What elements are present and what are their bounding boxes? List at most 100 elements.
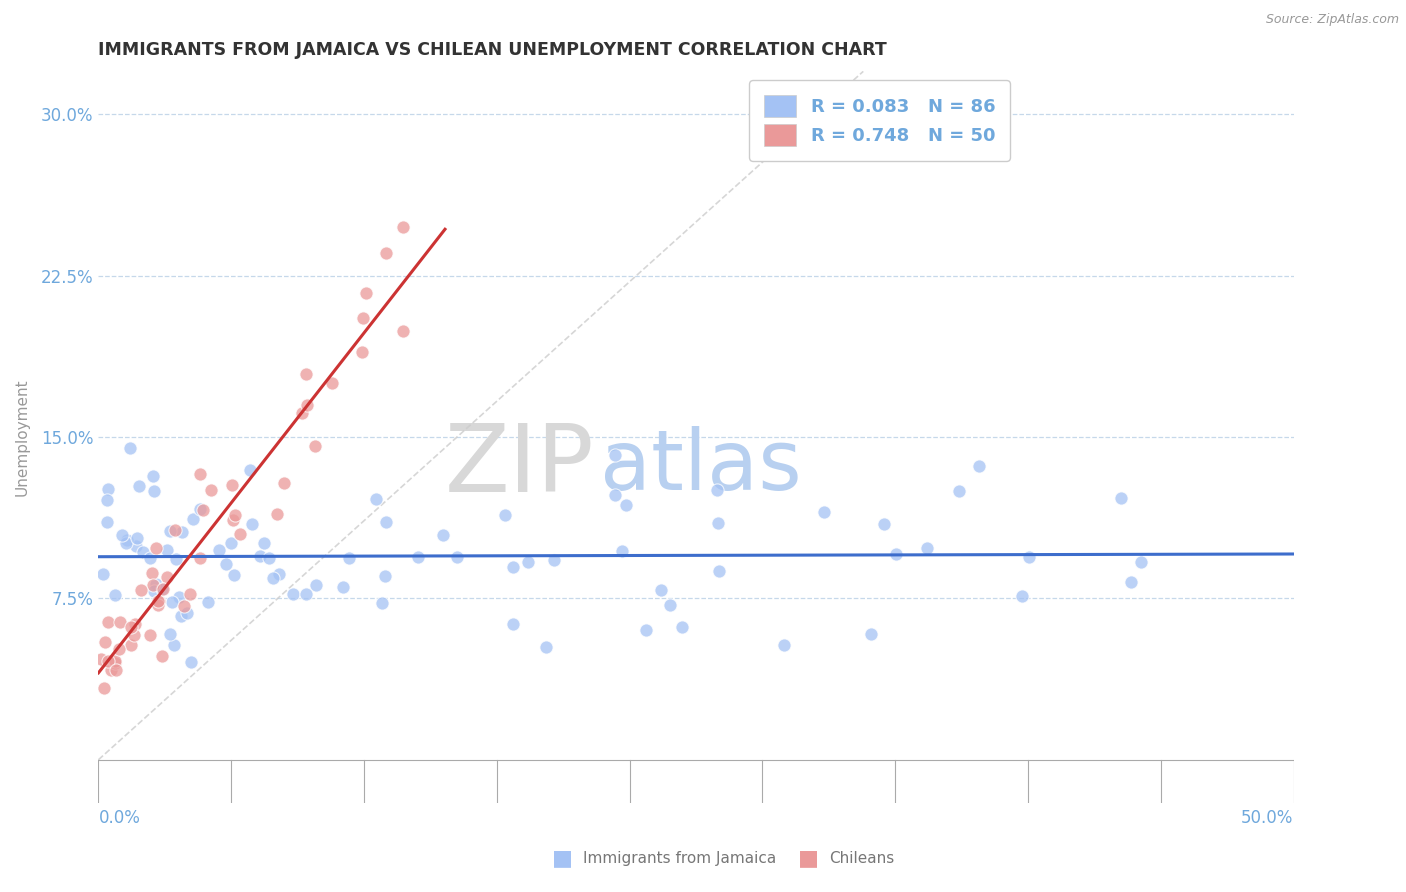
Point (603, 448, 626, 462)
Point (915, 541, 938, 556)
Point (215, 557, 238, 571)
Point (176, 606, 198, 620)
Point (163, 638, 186, 652)
Point (969, 459, 991, 474)
Point (142, 468, 165, 483)
Point (614, 498, 637, 512)
Point (104, 654, 127, 668)
Point (132, 545, 155, 559)
Point (374, 569, 396, 583)
Point (240, 516, 263, 531)
Point (197, 595, 219, 609)
Point (150, 582, 173, 596)
Text: 50.0%: 50.0% (1241, 809, 1294, 827)
Point (170, 524, 193, 539)
Point (145, 577, 167, 591)
Text: atlas: atlas (600, 425, 801, 507)
Point (125, 540, 148, 554)
Point (352, 311, 374, 326)
Point (97, 654, 120, 668)
Point (200, 483, 222, 497)
Point (90, 652, 112, 666)
Point (432, 528, 454, 542)
Point (131, 582, 153, 597)
Legend: R = 0.083   N = 86, R = 0.748   N = 50: R = 0.083 N = 86, R = 0.748 N = 50 (749, 80, 1010, 161)
Point (366, 492, 388, 507)
Point (408, 549, 430, 564)
Point (281, 586, 304, 600)
Point (219, 536, 242, 550)
Point (502, 559, 524, 574)
Text: ■: ■ (553, 848, 572, 868)
Point (222, 513, 245, 527)
Point (148, 594, 170, 608)
Point (122, 628, 145, 642)
Point (392, 219, 415, 234)
Point (636, 623, 658, 637)
Point (188, 502, 211, 516)
Point (118, 441, 141, 455)
Point (167, 591, 190, 605)
Point (156, 570, 179, 584)
Point (1011, 589, 1033, 603)
Point (321, 376, 343, 390)
Point (141, 566, 163, 580)
Point (143, 484, 166, 499)
Point (391, 324, 413, 338)
Point (91, 567, 114, 582)
Point (709, 564, 731, 578)
Point (159, 524, 181, 538)
Point (446, 550, 468, 565)
Point (352, 345, 374, 359)
Text: Chileans: Chileans (830, 851, 894, 865)
Point (100, 663, 122, 677)
Point (165, 551, 187, 566)
Point (180, 655, 202, 669)
Point (269, 566, 291, 581)
Point (273, 476, 295, 491)
Point (146, 598, 169, 612)
Point (337, 551, 360, 566)
Point (948, 484, 970, 499)
Point (374, 246, 396, 260)
Point (773, 638, 796, 652)
Point (1018, 550, 1040, 565)
Point (295, 368, 318, 382)
Point (297, 398, 319, 412)
Point (1121, 575, 1143, 590)
Point (494, 508, 516, 522)
Point (257, 551, 280, 566)
Point (159, 626, 181, 640)
Point (603, 488, 626, 502)
Point (502, 616, 524, 631)
Point (221, 477, 243, 491)
Point (120, 638, 142, 652)
Point (96, 515, 118, 529)
Point (193, 503, 215, 517)
Text: 0.0%: 0.0% (98, 809, 141, 827)
Text: ZIP: ZIP (444, 420, 595, 512)
Point (108, 642, 131, 657)
Text: Source: ZipAtlas.com: Source: ZipAtlas.com (1265, 13, 1399, 27)
Text: Immigrants from Jamaica: Immigrants from Jamaica (583, 851, 776, 865)
Point (150, 648, 173, 663)
Point (266, 507, 288, 521)
Point (125, 531, 148, 545)
Point (239, 463, 262, 477)
Point (156, 542, 179, 557)
Point (253, 536, 276, 550)
Point (517, 555, 540, 569)
Point (813, 505, 835, 519)
Y-axis label: Unemployment: Unemployment (15, 378, 30, 496)
Point (146, 594, 169, 608)
Point (224, 508, 246, 523)
Point (124, 616, 146, 631)
Point (262, 571, 284, 585)
Point (650, 582, 672, 597)
Point (872, 516, 894, 531)
Point (163, 523, 186, 537)
Point (374, 515, 396, 529)
Point (305, 578, 328, 592)
Point (128, 479, 150, 493)
Point (1111, 491, 1133, 505)
